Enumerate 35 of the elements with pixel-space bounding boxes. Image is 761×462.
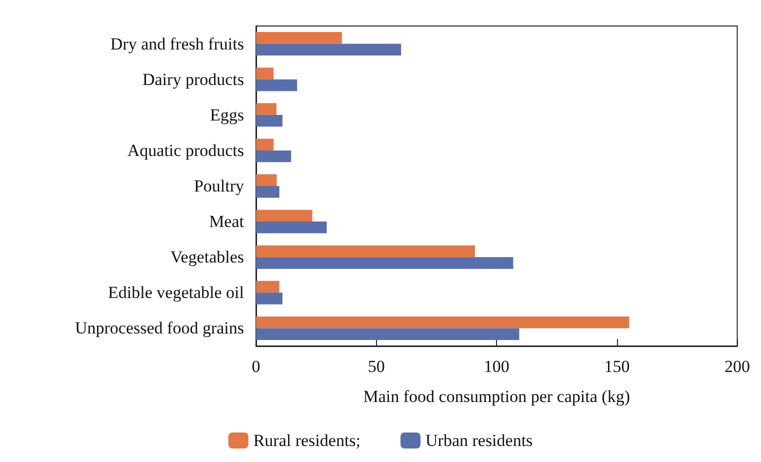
y-tick-label: Unprocessed food grains xyxy=(74,318,244,338)
bar xyxy=(256,174,277,186)
y-tick-label: Aquatic products xyxy=(127,140,244,160)
bar xyxy=(256,103,276,115)
x-tick-label: 50 xyxy=(368,357,385,376)
bar xyxy=(256,328,520,340)
bar xyxy=(256,138,274,150)
bar xyxy=(256,245,475,258)
bar xyxy=(256,186,280,198)
bar xyxy=(256,292,282,304)
y-tick-label: Dry and fresh fruits xyxy=(110,34,244,54)
bar xyxy=(256,32,342,44)
y-tick-label: Meat xyxy=(209,212,244,232)
y-tick-label: Vegetables xyxy=(170,248,244,267)
x-tick-label: 0 xyxy=(252,357,260,376)
bar xyxy=(256,316,630,328)
bar xyxy=(256,114,282,127)
y-tick-label: Edible vegetable oil xyxy=(108,283,244,302)
y-tick-label: Dairy products xyxy=(142,70,244,89)
x-axis-title: Main food consumption per capita (kg) xyxy=(363,387,630,406)
bar xyxy=(256,280,280,293)
x-tick-label: 100 xyxy=(484,357,510,376)
bar xyxy=(256,44,402,56)
bar xyxy=(256,222,327,234)
legend-label: Urban residents xyxy=(426,431,533,450)
x-tick-label: 200 xyxy=(724,357,750,376)
bar xyxy=(256,257,514,269)
y-tick-label: Poultry xyxy=(194,176,244,196)
bar xyxy=(256,210,312,222)
x-tick-label: 150 xyxy=(604,357,630,376)
bar xyxy=(256,150,292,162)
bar xyxy=(256,79,298,92)
y-tick-label: Eggs xyxy=(210,105,244,124)
bar xyxy=(256,68,274,80)
legend-label: Rural residents; xyxy=(253,431,361,450)
